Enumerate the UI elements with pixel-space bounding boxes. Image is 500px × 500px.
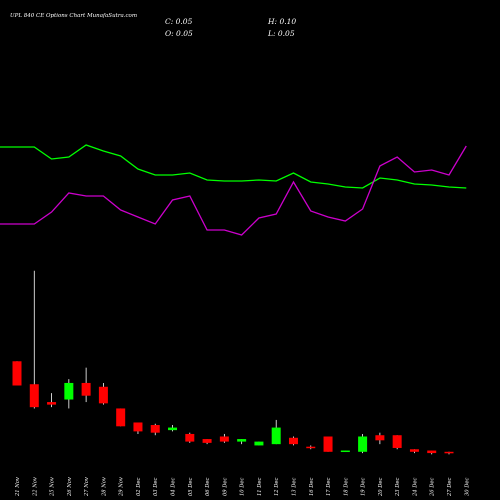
candle-body	[12, 361, 22, 386]
candle-10	[168, 425, 178, 432]
candle-5	[81, 367, 91, 403]
low-value: L: 0.05	[267, 29, 295, 38]
x-tick-label: 26 Dec	[430, 478, 436, 497]
x-tick-label: 12 Dec	[274, 478, 280, 496]
x-tick-label: 24 Dec	[412, 478, 418, 497]
candle-6	[98, 382, 108, 405]
x-tick-label: 27 Dec	[447, 478, 453, 497]
line-magenta-series	[0, 145, 467, 236]
candle-body	[427, 450, 437, 454]
candle-26	[444, 451, 454, 455]
candle-body	[98, 386, 108, 404]
candle-13	[219, 433, 229, 443]
x-tick-label: 23 Dec	[395, 478, 401, 497]
candle-19	[323, 436, 333, 452]
candle-body	[81, 382, 91, 396]
candle-body	[219, 436, 229, 442]
open-value: O: 0.05	[165, 29, 193, 38]
candle-body	[288, 437, 298, 445]
candle-17	[288, 436, 298, 446]
candle-2	[29, 270, 39, 409]
candle-7	[116, 408, 126, 427]
candle-body	[358, 436, 368, 452]
x-tick-label: 21 Nov	[15, 477, 21, 497]
candle-8	[133, 422, 143, 434]
candle-body	[323, 436, 333, 452]
close-value: C: 0.05	[165, 17, 193, 26]
candle-body	[185, 433, 195, 442]
candle-body	[202, 439, 212, 443]
candle-body	[237, 439, 247, 442]
high-value: H: 0.10	[267, 17, 296, 26]
candle-3	[47, 393, 57, 408]
candle-21	[358, 433, 368, 454]
x-tick-label: 03 Dec	[153, 478, 159, 496]
x-axis-ticks: 21 Nov 22 Nov 25 Nov 26 Nov 27 Nov 28 Nov 29 N…	[15, 477, 470, 497]
x-tick-label: 10 Dec	[240, 478, 246, 496]
candle-body	[392, 435, 402, 448]
x-tick-label: 28 Nov	[101, 477, 107, 497]
x-tick-label: 17 Dec	[326, 478, 332, 496]
x-tick-label: 05 Dec	[188, 478, 194, 496]
candle-1	[12, 361, 22, 386]
candle-body	[47, 402, 57, 405]
candle-body	[271, 427, 281, 445]
x-tick-label: 19 Dec	[361, 478, 367, 496]
candle-18	[306, 445, 316, 450]
candle-body	[116, 408, 126, 427]
candlesticks	[12, 270, 454, 455]
x-tick-label: 20 Dec	[378, 478, 384, 497]
candle-22	[375, 432, 385, 445]
chart-title: UPL 840 CE Options Chart MunafaSutra.com	[10, 13, 137, 19]
x-tick-label: 02 Dec	[136, 478, 142, 496]
candle-12	[202, 439, 212, 445]
candle-4	[64, 379, 74, 409]
x-tick-label: 04 Dec	[171, 478, 177, 496]
candle-body	[409, 449, 419, 452]
x-tick-label: 11 Dec	[257, 478, 263, 496]
x-tick-label: 27 Nov	[84, 477, 90, 497]
candle-24	[409, 449, 419, 454]
candle-body	[168, 427, 178, 431]
candle-9	[150, 423, 160, 436]
x-tick-label: 06 Dec	[205, 478, 211, 496]
indicator-lines	[0, 144, 467, 236]
line-green-series	[0, 144, 467, 189]
x-tick-label: 09 Dec	[222, 478, 228, 496]
candle-15	[254, 441, 264, 446]
x-tick-label: 22 Nov	[32, 477, 38, 497]
candle-body	[254, 441, 264, 446]
x-tick-label: 18 Dec	[343, 478, 349, 496]
x-tick-label: 26 Nov	[67, 477, 73, 497]
candle-11	[185, 432, 195, 443]
candle-body	[340, 450, 350, 453]
candle-23	[392, 435, 402, 450]
x-tick-label: 13 Dec	[291, 478, 297, 496]
candle-14	[237, 439, 247, 445]
x-tick-label: 30 Dec	[464, 478, 470, 496]
candle-body	[375, 435, 385, 441]
candle-body	[64, 382, 74, 400]
candle-body	[150, 425, 160, 433]
candle-16	[271, 419, 281, 445]
candle-20	[340, 450, 350, 453]
candle-body	[444, 451, 454, 454]
candle-25	[427, 450, 437, 455]
candle-body	[29, 384, 39, 408]
x-tick-label: 16 Dec	[309, 478, 315, 496]
x-tick-label: 25 Nov	[50, 477, 56, 497]
x-tick-label: 29 Nov	[119, 477, 125, 497]
candle-body	[306, 446, 316, 449]
candle-body	[133, 422, 143, 432]
